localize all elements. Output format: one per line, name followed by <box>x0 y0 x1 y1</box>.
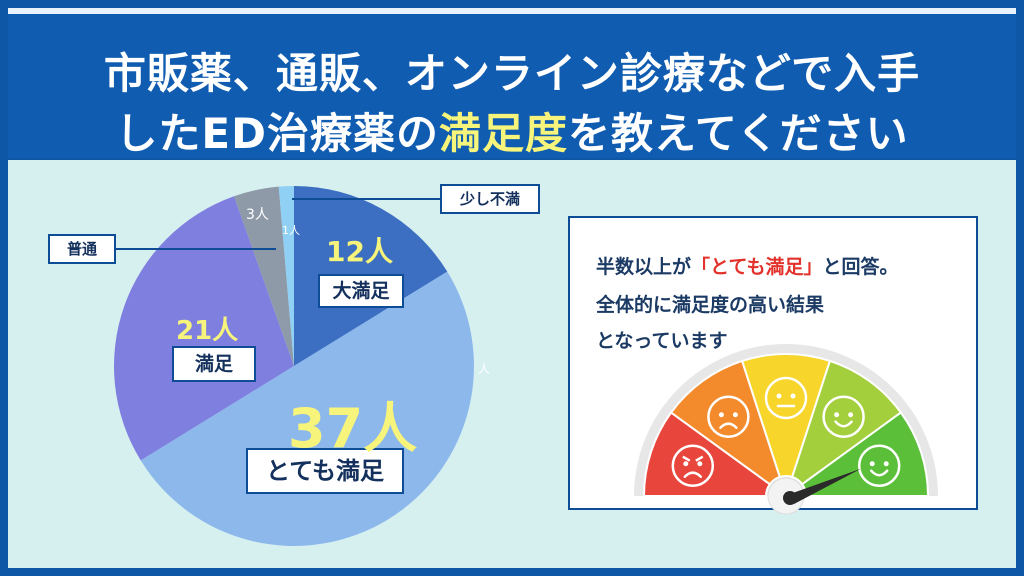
happy-face-icon <box>857 444 901 487</box>
title-line-2-end: を教えてください <box>567 109 909 158</box>
summary-line-1: 半数以上が「とても満足」と回答。 <box>596 252 899 279</box>
sad-face-icon <box>707 395 750 438</box>
summary-highlight: 「とても満足」 <box>691 256 823 278</box>
gauge-segment <box>790 359 903 486</box>
smile-face-icon <box>822 395 865 438</box>
title-line-1: 市販薬、通販、オンライン診療などで入手 <box>103 49 921 98</box>
label-slightly-dissatisfied: 少し不満 <box>440 184 540 214</box>
gauge-needle <box>790 468 862 504</box>
count-very-satisfied: 12人 <box>326 235 393 268</box>
slice-neutral <box>234 186 294 366</box>
summary-line-3: となっています <box>596 330 728 352</box>
angry-face-icon <box>671 444 715 487</box>
summary-line-1-start: 半数以上が <box>596 256 692 278</box>
stray-person-text: 人 <box>478 362 491 376</box>
summary-line-1-end: と回答。 <box>822 256 899 278</box>
count-quite-satisfied: 37人 <box>288 397 418 460</box>
slice-slightly-dissatisfied <box>278 186 294 366</box>
count-neutral: 3人 <box>246 207 269 223</box>
title-bar: 市販薬、通販、オンライン診療などで入手 したED治療薬の満足度を教えてください <box>8 8 1016 158</box>
label-very-satisfied: 大満足 <box>318 274 404 308</box>
title-line-2: したED治療薬の満足度を教えてください <box>8 100 1016 161</box>
gauge-segment <box>669 359 782 486</box>
neutral-face-icon <box>764 376 808 420</box>
label-satisfied: 満足 <box>172 346 256 382</box>
summary-line-2: 全体的に満足度の高い結果 <box>596 294 825 316</box>
count-slightly-dissatisfied: 1人 <box>282 224 300 237</box>
title-highlight: 満足度 <box>438 109 568 158</box>
slice-satisfied <box>114 196 294 461</box>
count-satisfied: 21人 <box>176 316 239 346</box>
label-neutral: 普通 <box>48 234 116 264</box>
gauge-segment <box>740 353 832 479</box>
label-quite-satisfied: とても満足 <box>246 448 404 494</box>
title-line-2-start: したED治療薬の <box>115 109 439 158</box>
gauge-needle-pivot <box>783 491 797 505</box>
